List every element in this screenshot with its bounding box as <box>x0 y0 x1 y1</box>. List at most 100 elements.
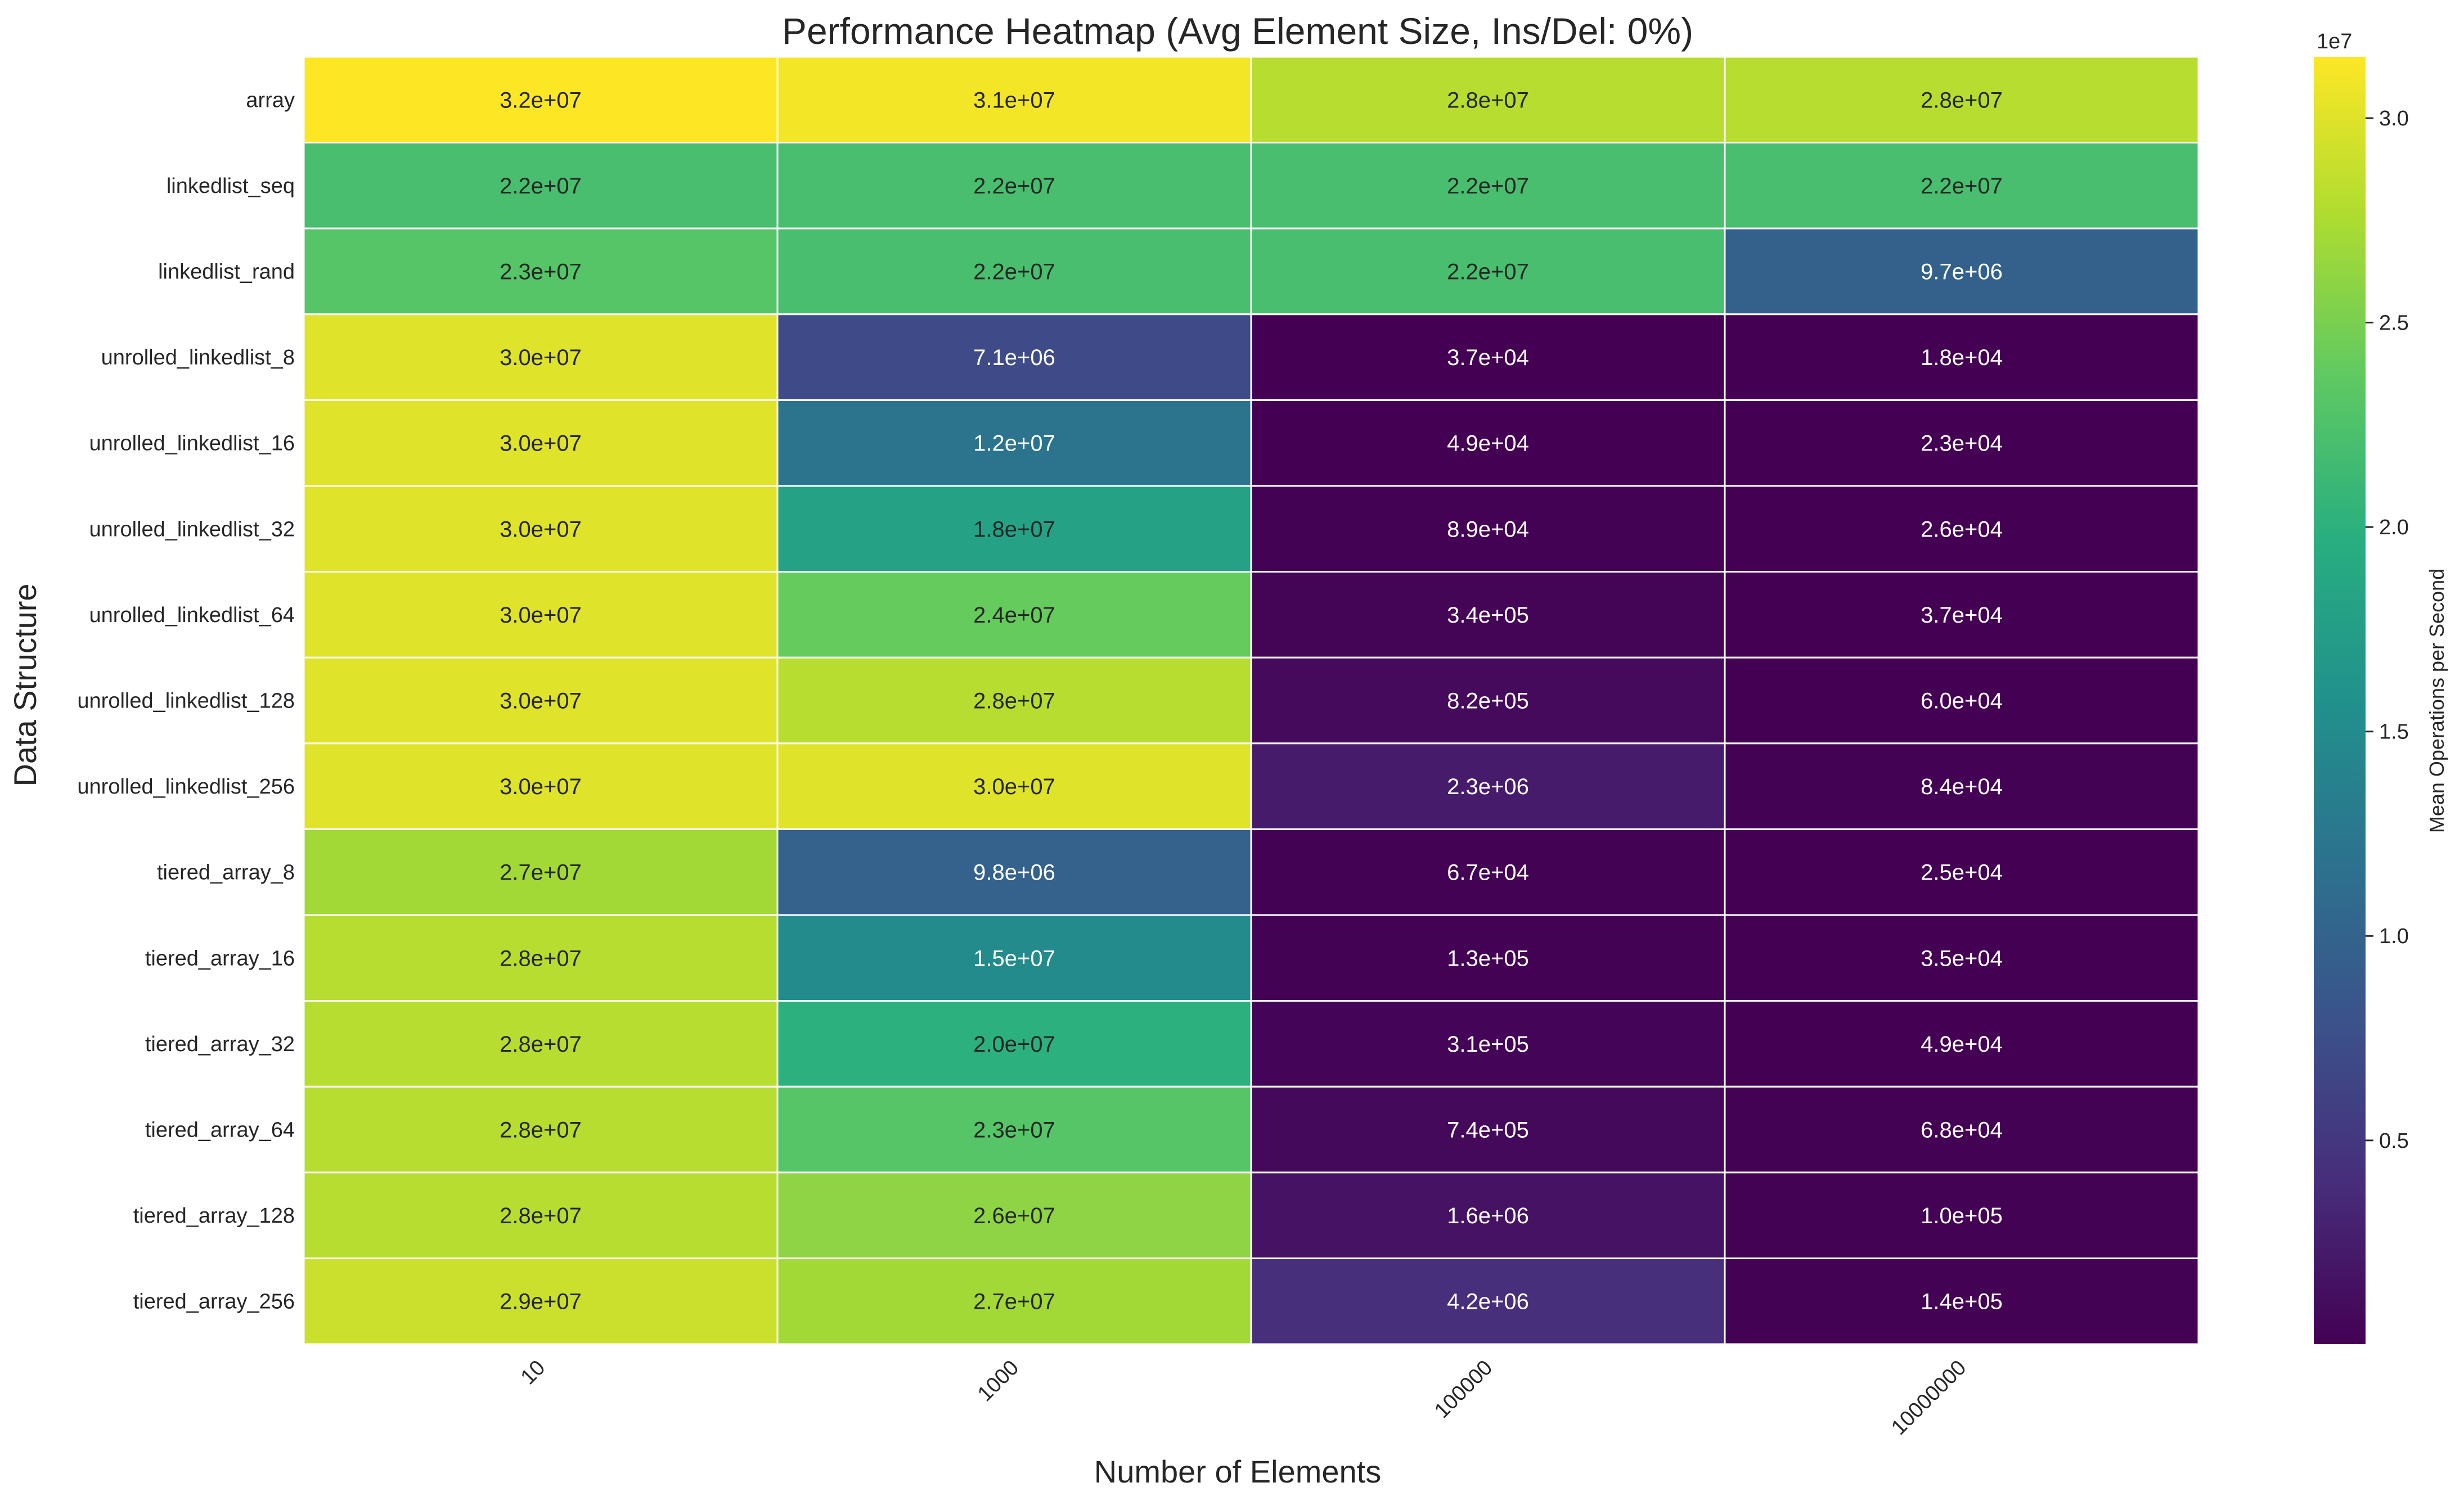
y-tick-label: array <box>246 88 295 112</box>
colorbar-tick-label: 2.5 <box>2379 312 2409 335</box>
y-tick-label: unrolled_linkedlist_16 <box>89 432 295 456</box>
cell-value-label: 2.0e+07 <box>973 1032 1055 1057</box>
heatmap-cell <box>1724 227 2200 316</box>
cell-value-label: 3.5e+04 <box>1921 946 2003 971</box>
cell-value-label: 3.0e+07 <box>500 345 582 370</box>
colorbar-tick-label: 0.5 <box>2379 1129 2409 1153</box>
heatmap-cell <box>303 656 779 745</box>
cell-value-label: 2.8e+07 <box>500 946 582 971</box>
heatmap-cell <box>776 485 1252 573</box>
heatmap-cell <box>776 227 1252 316</box>
cell-value-label: 8.4e+04 <box>1921 774 2003 799</box>
heatmap-cell <box>1250 399 1726 487</box>
cell-value-label: 3.0e+07 <box>500 517 582 542</box>
cell-value-label: 3.7e+04 <box>1921 603 2003 628</box>
heatmap-cells: 3.2e+07 3.1e+07 2.8e+07 2.8e+07 2.2e+07 2.2e+… <box>303 56 2200 1345</box>
cell-value-label: 4.2e+06 <box>1447 1290 1529 1314</box>
heatmap-cell <box>776 56 1252 144</box>
heatmap-cell <box>1250 1171 1726 1259</box>
heatmap-cell <box>303 485 779 573</box>
cell-value-label: 1.5e+07 <box>973 946 1055 971</box>
heatmap-cell <box>303 828 779 916</box>
cell-value-label: 2.8e+07 <box>500 1204 582 1228</box>
heatmap-cell <box>1250 56 1726 144</box>
cell-value-label: 2.6e+07 <box>973 1204 1055 1228</box>
cell-value-label: 1.3e+05 <box>1447 946 1529 971</box>
y-tick-labels: array linkedlist_seq linkedlist_randunroll… <box>77 88 295 1313</box>
cell-value-label: 3.0e+07 <box>500 689 582 714</box>
cell-value-label: 3.0e+07 <box>500 603 582 628</box>
x-tick-labels: 10 1000 100000 10000000 <box>516 1356 1971 1440</box>
heatmap-cell <box>303 1085 779 1174</box>
heatmap-cell <box>1250 1085 1726 1174</box>
heatmap-cell <box>303 1257 779 1345</box>
cell-value-label: 2.8e+07 <box>1921 88 2003 112</box>
cell-value-label: 1.2e+07 <box>973 431 1055 456</box>
y-tick-label: tiered_array_8 <box>157 861 295 885</box>
chart-title: Performance Heatmap (Avg Element Size, I… <box>782 10 1693 52</box>
heatmap-cell <box>1724 1257 2200 1345</box>
colorbar-tick-label: 3.0 <box>2379 107 2409 130</box>
y-tick-label: unrolled_linkedlist_64 <box>89 603 295 627</box>
cell-value-label: 2.8e+07 <box>500 1118 582 1143</box>
cell-value-label: 4.9e+04 <box>1921 1032 2003 1057</box>
heatmap-cell <box>776 1171 1252 1259</box>
y-tick-label: tiered_array_128 <box>133 1204 295 1228</box>
cell-value-label: 2.3e+06 <box>1447 774 1529 799</box>
heatmap-cell <box>303 571 779 659</box>
y-tick-label: linkedlist_rand <box>158 260 295 284</box>
cell-value-label: 6.7e+04 <box>1447 860 1529 885</box>
cell-value-label: 8.2e+05 <box>1447 689 1529 714</box>
cell-value-label: 2.8e+07 <box>500 1032 582 1057</box>
x-tick-label: 10 <box>516 1356 550 1390</box>
cell-value-label: 2.2e+07 <box>973 260 1055 285</box>
cell-value-label: 9.7e+06 <box>1921 260 2003 285</box>
cell-value-label: 2.2e+07 <box>1921 174 2003 199</box>
colorbar-tick-label: 2.0 <box>2379 516 2409 539</box>
heatmap-cell <box>1724 485 2200 573</box>
cell-value-label: 1.0e+05 <box>1921 1204 2003 1228</box>
cell-value-label: 3.4e+05 <box>1447 603 1529 628</box>
x-tick-label: 1000 <box>973 1356 1023 1406</box>
cell-value-label: 2.3e+04 <box>1921 431 2003 456</box>
y-tick-label: unrolled_linkedlist_256 <box>77 775 295 799</box>
heatmap-cell <box>1724 142 2200 229</box>
cell-value-label: 3.1e+07 <box>973 88 1055 112</box>
cell-value-label: 2.2e+07 <box>1447 260 1529 285</box>
cell-value-label: 6.0e+04 <box>1921 689 2003 714</box>
cell-value-label: 2.6e+04 <box>1921 517 2003 542</box>
heatmap-cell <box>1250 828 1726 916</box>
x-tick-label: 100000 <box>1430 1356 1497 1423</box>
heatmap-cell <box>1724 399 2200 487</box>
heatmap-cell <box>776 1257 1252 1345</box>
heatmap-cell <box>1724 571 2200 659</box>
heatmap-cell <box>1250 656 1726 745</box>
heatmap-cell <box>776 142 1252 229</box>
cell-value-label: 2.3e+07 <box>973 1118 1055 1143</box>
cell-value-label: 3.1e+05 <box>1447 1032 1529 1057</box>
heatmap-cell <box>303 142 779 229</box>
cell-value-label: 3.7e+04 <box>1447 345 1529 370</box>
heatmap-cell <box>1724 914 2200 1002</box>
colorbar-exponent: 1e7 <box>2317 30 2352 53</box>
cell-value-label: 2.2e+07 <box>500 174 582 199</box>
colorbar-label: Mean Operations per Second <box>2425 569 2448 833</box>
colorbar-ticks: 0.5 1.0 1.5 2.0 2.5 3.0 <box>2366 107 2409 1153</box>
y-tick-label: tiered_array_256 <box>133 1290 295 1314</box>
heatmap-cell <box>1250 742 1726 830</box>
y-axis-label: Data Structure <box>7 583 43 786</box>
cell-value-label: 2.5e+04 <box>1921 860 2003 885</box>
heatmap-cell <box>1250 914 1726 1002</box>
cell-value-label: 6.8e+04 <box>1921 1118 2003 1143</box>
heatmap-cell <box>776 313 1252 401</box>
heatmap-cell <box>1724 828 2200 916</box>
cell-value-label: 1.8e+07 <box>973 517 1055 542</box>
y-tick-label: tiered_array_32 <box>145 1033 295 1056</box>
heatmap-cell <box>1724 1085 2200 1174</box>
cell-value-label: 2.7e+07 <box>973 1290 1055 1314</box>
heatmap-cell <box>1250 571 1726 659</box>
y-tick-label: tiered_array_16 <box>145 947 295 970</box>
colorbar-tick-label: 1.5 <box>2379 720 2409 744</box>
cell-value-label: 3.0e+07 <box>500 774 582 799</box>
